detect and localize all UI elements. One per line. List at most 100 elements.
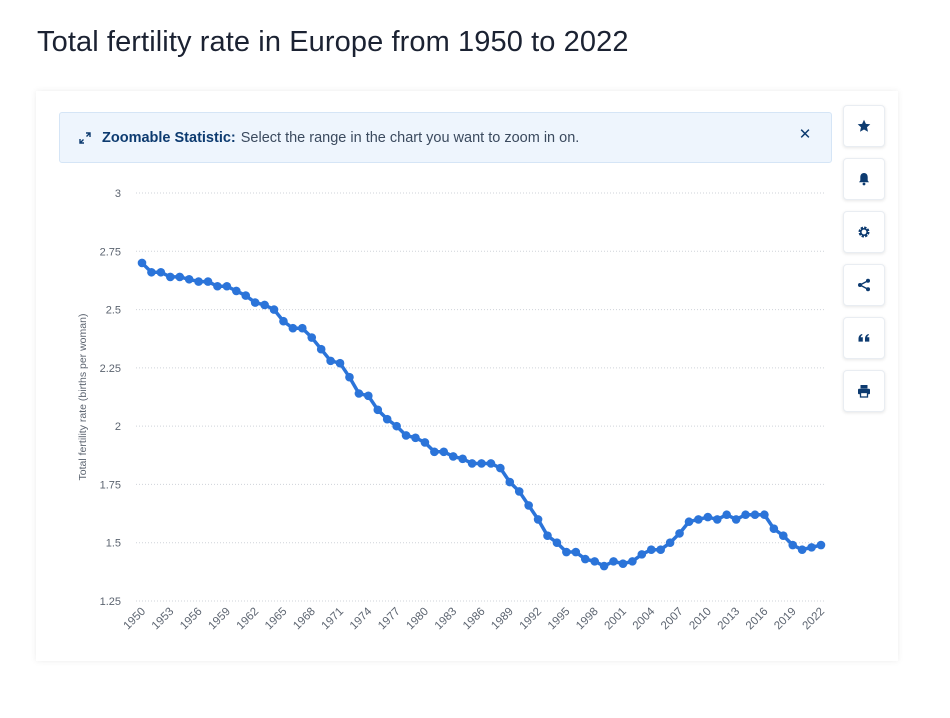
data-point xyxy=(599,561,609,571)
x-tick-label: 1962 xyxy=(235,606,262,633)
data-point xyxy=(401,431,411,440)
data-point xyxy=(137,258,147,268)
data-point xyxy=(307,333,317,342)
data-point xyxy=(241,291,251,300)
x-tick-label: 1953 xyxy=(150,606,177,633)
data-point xyxy=(373,405,383,415)
x-tick-label: 1998 xyxy=(574,606,601,633)
data-point xyxy=(382,414,392,424)
x-tick-label: 1983 xyxy=(433,606,460,633)
x-tick-label: 1971 xyxy=(320,606,347,633)
y-tick-label: 1.25 xyxy=(100,596,121,608)
data-point xyxy=(543,531,552,541)
y-tick-label: 2.5 xyxy=(106,305,121,317)
quote-icon xyxy=(858,334,870,342)
expand-arrows-icon xyxy=(78,131,92,145)
notification-button[interactable] xyxy=(843,158,885,200)
zoom-label: Zoomable Statistic: xyxy=(102,129,236,146)
data-point xyxy=(222,281,232,291)
page-title: Total fertility rate in Europe from 1950… xyxy=(37,26,629,58)
data-point xyxy=(816,540,826,550)
data-point xyxy=(467,459,477,468)
share-icon xyxy=(858,278,870,292)
data-point xyxy=(420,438,430,447)
data-point xyxy=(722,510,731,520)
data-point xyxy=(250,298,260,307)
x-tick-label: 1974 xyxy=(348,605,375,632)
data-point xyxy=(571,547,581,557)
x-tick-label: 1959 xyxy=(206,606,233,633)
data-point xyxy=(609,557,618,566)
data-point xyxy=(637,550,647,559)
data-point xyxy=(392,421,401,431)
data-point xyxy=(354,389,364,398)
data-point xyxy=(430,447,439,457)
data-point xyxy=(288,323,298,333)
x-tick-label: 1968 xyxy=(291,606,318,633)
data-point xyxy=(760,510,769,520)
data-point xyxy=(684,517,694,527)
data-point xyxy=(807,543,816,552)
data-point xyxy=(694,515,703,524)
data-point xyxy=(298,323,307,333)
data-point xyxy=(778,531,788,541)
data-point xyxy=(194,277,203,286)
data-point xyxy=(165,272,175,282)
data-point xyxy=(279,316,288,326)
zoom-banner: Zoomable Statistic: Select the range in … xyxy=(59,112,832,163)
data-point xyxy=(656,545,665,555)
data-point xyxy=(703,512,713,522)
data-point xyxy=(552,538,562,548)
x-tick-label: 2022 xyxy=(801,606,828,633)
data-point xyxy=(750,510,760,520)
data-point xyxy=(477,459,486,468)
data-point xyxy=(562,547,571,557)
data-point xyxy=(316,344,326,354)
data-point xyxy=(675,529,684,538)
zoom-instruction: Select the range in the chart you want t… xyxy=(240,129,580,146)
data-point xyxy=(496,463,505,473)
x-tick-label: 1989 xyxy=(489,606,516,633)
printer-icon xyxy=(858,385,870,398)
print-button[interactable] xyxy=(843,370,885,412)
data-point xyxy=(628,557,637,566)
data-point xyxy=(411,433,420,443)
settings-button[interactable] xyxy=(843,211,885,253)
data-point xyxy=(448,452,458,461)
data-point xyxy=(712,515,722,524)
share-button[interactable] xyxy=(843,264,885,306)
data-point xyxy=(741,510,750,520)
y-axis-title: Total fertility rate (births per woman) xyxy=(77,314,89,481)
data-point xyxy=(364,391,373,401)
y-tick-label: 1.5 xyxy=(106,538,121,550)
data-point xyxy=(345,372,354,382)
x-tick-label: 2013 xyxy=(716,606,743,633)
cite-button[interactable] xyxy=(843,317,885,359)
data-point xyxy=(439,447,449,457)
data-point xyxy=(788,540,798,550)
data-point xyxy=(203,277,213,286)
x-tick-label: 2001 xyxy=(602,606,629,633)
y-tick-label: 2 xyxy=(115,421,121,433)
data-point xyxy=(618,559,628,568)
star-icon xyxy=(857,119,871,132)
data-point xyxy=(326,356,335,366)
data-point xyxy=(156,267,166,277)
data-point xyxy=(646,545,656,555)
data-point xyxy=(524,501,533,510)
x-tick-label: 1980 xyxy=(404,606,431,633)
data-point xyxy=(184,274,194,284)
data-point xyxy=(580,554,590,564)
favorite-button[interactable] xyxy=(843,105,885,147)
data-point xyxy=(769,524,779,534)
data-point xyxy=(731,515,741,524)
x-tick-label: 1992 xyxy=(518,606,545,633)
data-point xyxy=(232,286,241,296)
x-tick-label: 2016 xyxy=(744,606,771,633)
close-icon[interactable]: ✕ xyxy=(798,126,812,143)
x-tick-label: 2007 xyxy=(659,606,686,633)
y-tick-label: 2.25 xyxy=(100,363,121,375)
data-point xyxy=(458,454,467,464)
data-point xyxy=(175,272,185,282)
